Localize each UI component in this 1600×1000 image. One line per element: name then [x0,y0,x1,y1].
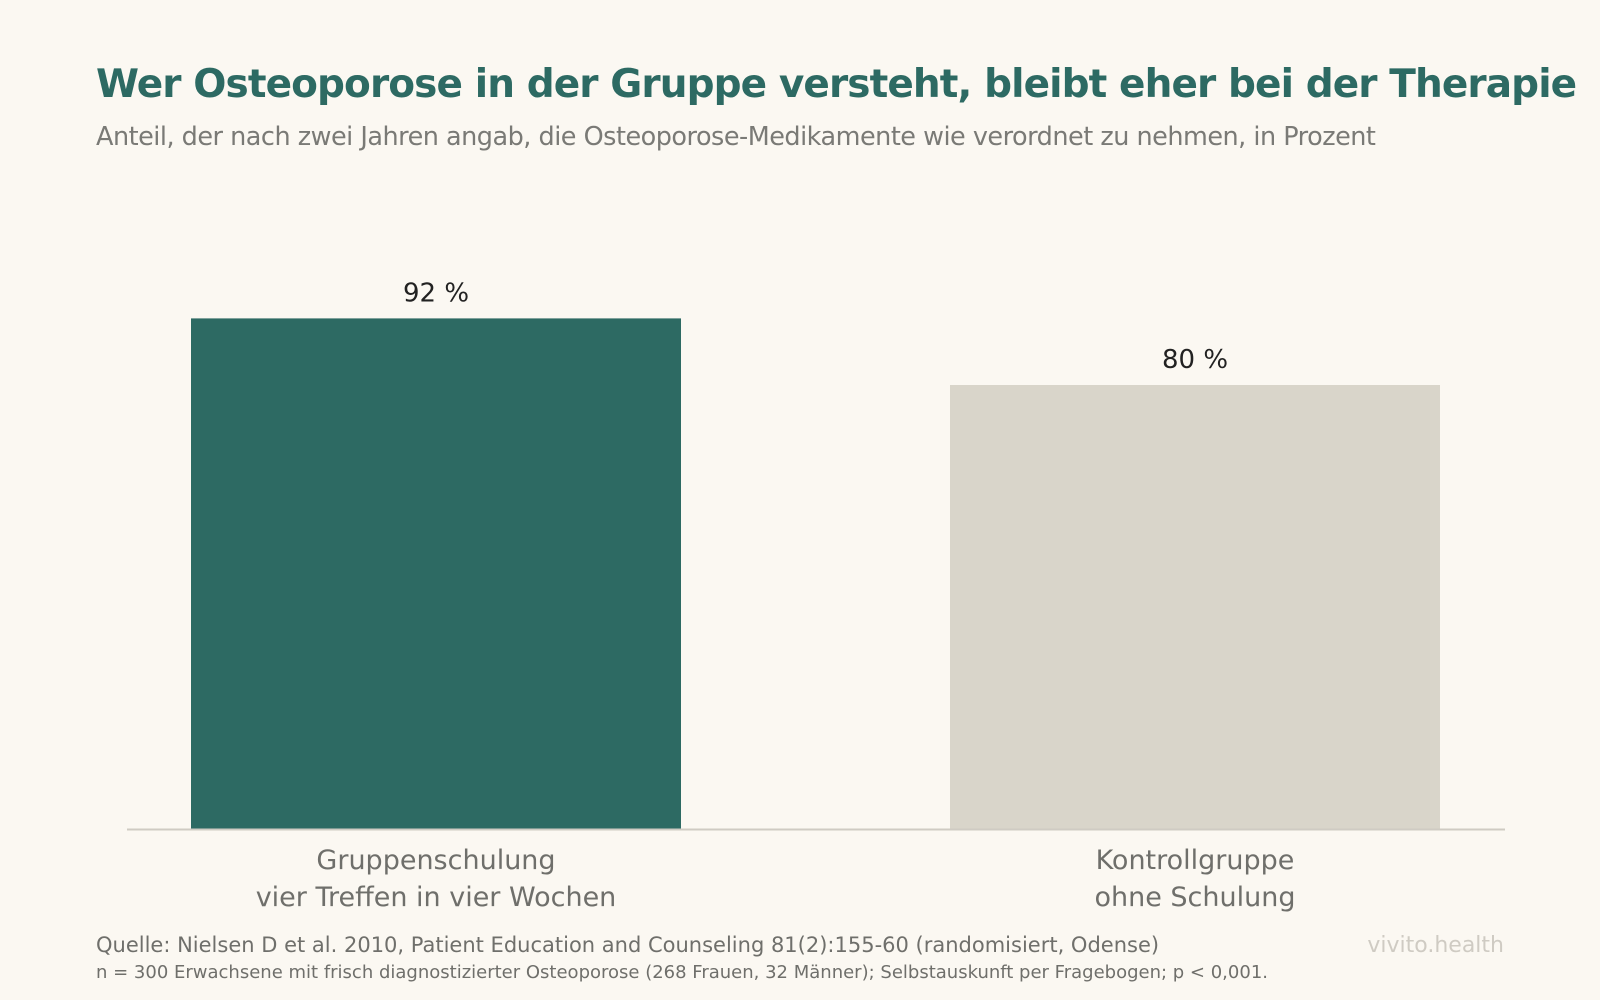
x-label-group: Gruppenschulung vier Treffen in vier Woc… [176,842,696,916]
x-label-group: Kontrollgruppe ohne Schulung [935,842,1455,916]
bar-value-label: 92 % [403,278,469,308]
x-label-line: vier Treffen in vier Wochen [255,882,617,913]
x-label-line: Gruppenschulung [316,845,556,876]
chart-title: Wer Osteoporose in der Gruppe versteht, … [96,62,1577,107]
sample-note: n = 300 Erwachsene mit frisch diagnostiz… [96,962,1268,983]
chart-subtitle: Anteil, der nach zwei Jahren angab, die … [96,122,1376,152]
source-note: Quelle: Nielsen D et al. 2010, Patient E… [96,933,1160,957]
bar [950,385,1440,829]
bar-value-label: 80 % [1162,345,1228,375]
x-label-line: ohne Schulung [1094,882,1296,913]
x-label-line: Kontrollgruppe [1095,845,1295,876]
bar [191,318,681,829]
brand-watermark: vivito.health [1367,933,1504,958]
